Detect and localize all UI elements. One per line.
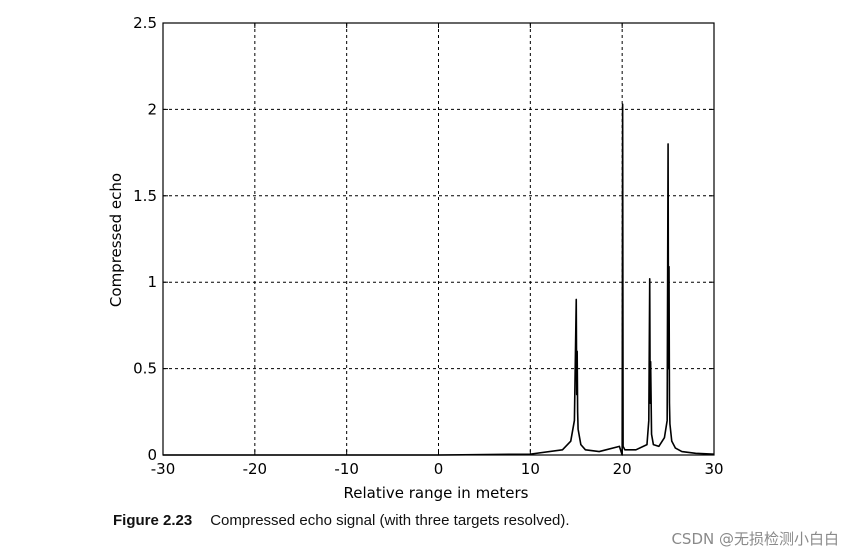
y-tick-label: 2 bbox=[147, 100, 157, 118]
y-axis-label: Compressed echo bbox=[107, 173, 125, 307]
y-tick-label: 1 bbox=[147, 273, 157, 291]
figure-caption: Figure 2.23 Compressed echo signal (with … bbox=[113, 512, 570, 529]
grid-lines bbox=[163, 23, 714, 455]
y-tick-label: 2.5 bbox=[133, 14, 157, 32]
y-tick-label: 0 bbox=[147, 446, 157, 464]
echo-series-line bbox=[163, 103, 715, 456]
axis-ticks: -30 -20 -10 0 10 20 30 0 0.5 1 1.5 2 2.5 bbox=[133, 14, 723, 478]
x-axis-label: Relative range in meters bbox=[343, 484, 528, 502]
watermark: CSDN @无损检测小白白 bbox=[671, 530, 839, 548]
x-tick-label: 0 bbox=[434, 460, 444, 478]
caption-text: Compressed echo signal (with three targe… bbox=[210, 512, 570, 529]
figure-number: Figure 2.23 bbox=[113, 512, 193, 529]
x-tick-label: -30 bbox=[151, 460, 176, 478]
y-tick-label: 1.5 bbox=[133, 187, 157, 205]
x-tick-label: 10 bbox=[521, 460, 540, 478]
x-tick-label: -20 bbox=[243, 460, 268, 478]
y-tick-label: 0.5 bbox=[133, 360, 157, 378]
series-layer bbox=[163, 103, 715, 456]
x-tick-label: 30 bbox=[704, 460, 723, 478]
x-tick-label: -10 bbox=[334, 460, 359, 478]
x-tick-label: 20 bbox=[613, 460, 632, 478]
